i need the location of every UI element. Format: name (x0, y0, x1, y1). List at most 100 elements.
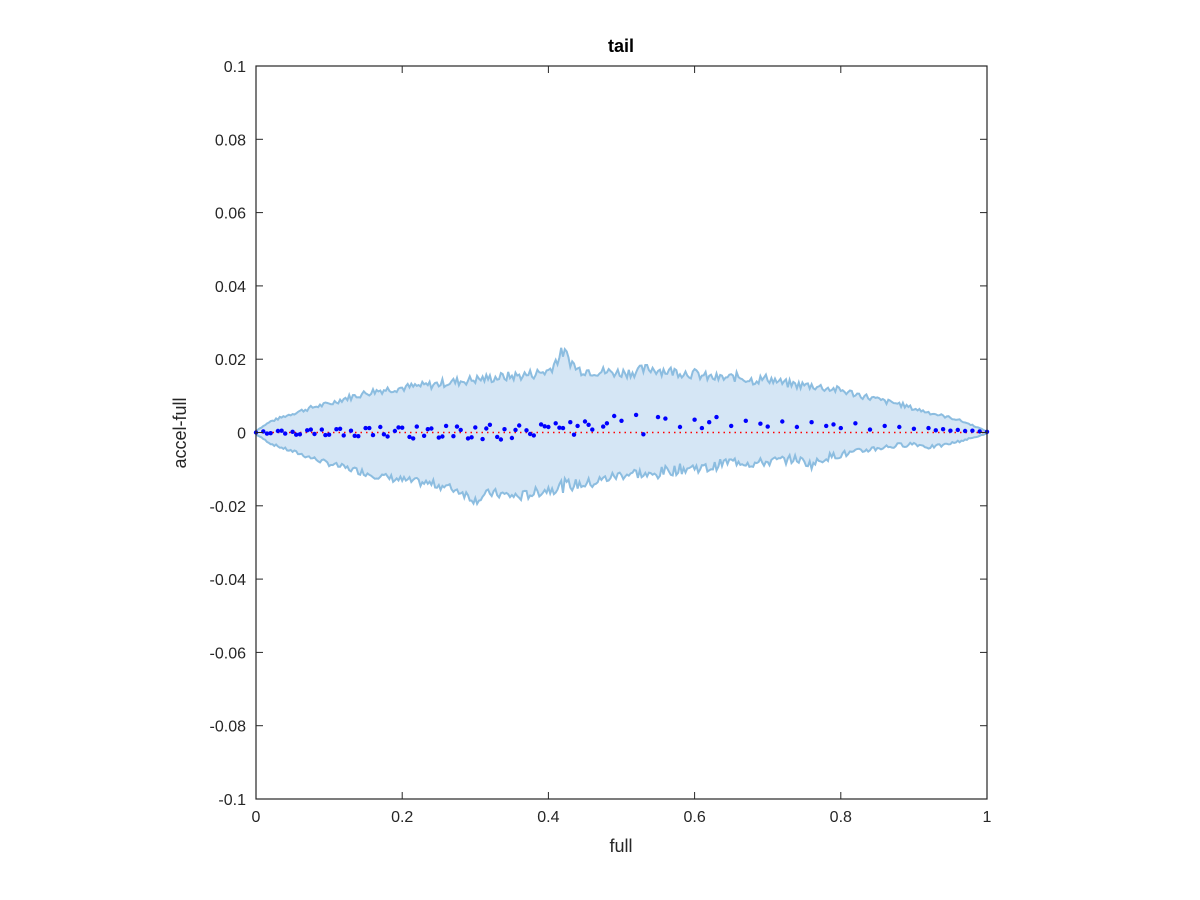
data-point (794, 424, 800, 430)
y-tick-label: 0.02 (215, 352, 246, 369)
data-point (473, 425, 478, 430)
y-tick-label: -0.06 (210, 645, 247, 662)
data-point (838, 425, 843, 431)
data-point (297, 432, 303, 437)
data-point (484, 426, 489, 431)
y-tick-label: -0.1 (218, 792, 246, 809)
data-point (425, 427, 430, 432)
confidence-band (255, 347, 988, 507)
y-axis-label: accel-full (170, 397, 190, 468)
data-point (699, 425, 705, 431)
data-point (509, 435, 515, 441)
y-tick-label: 0.06 (215, 206, 246, 223)
y-tick-label: -0.08 (210, 719, 247, 736)
x-axis-ticks: 0 0.2 0.4 0.6 0.8 1 (252, 66, 992, 826)
data-point (517, 423, 522, 428)
data-point (641, 432, 646, 437)
data-point (911, 426, 917, 431)
data-point (352, 433, 357, 438)
data-point (312, 431, 317, 437)
data-point (546, 424, 551, 430)
data-point (502, 427, 507, 432)
data-point (378, 424, 383, 430)
data-point (392, 428, 398, 434)
data-point (765, 424, 770, 429)
data-point (962, 428, 968, 434)
data-point (780, 419, 785, 424)
data-point (590, 427, 595, 432)
data-point (933, 428, 938, 433)
data-point (326, 432, 332, 437)
data-point (553, 421, 558, 426)
data-point (283, 431, 288, 436)
x-tick-label: 0.2 (391, 809, 413, 826)
data-point (970, 428, 975, 433)
data-point (568, 420, 573, 425)
y-tick-label: 0 (237, 426, 246, 443)
data-point (400, 425, 405, 430)
data-point (487, 422, 493, 427)
data-point (714, 414, 719, 420)
data-point (275, 428, 281, 434)
data-point (268, 431, 273, 436)
data-point (421, 433, 427, 438)
data-point (955, 427, 960, 433)
x-tick-label: 0.4 (537, 809, 559, 826)
data-point (436, 435, 441, 440)
data-point (480, 436, 485, 442)
band-lower-edge (255, 432, 988, 507)
data-point (465, 436, 471, 441)
data-point (531, 433, 536, 438)
data-point (940, 427, 946, 432)
data-point (663, 416, 668, 421)
scatter-points (253, 412, 990, 442)
data-point (443, 423, 449, 429)
data-point (454, 424, 460, 429)
data-point (560, 425, 566, 431)
x-tick-label: 1 (983, 809, 992, 826)
data-point (323, 432, 328, 438)
data-point (348, 428, 354, 433)
data-point (586, 422, 591, 427)
x-tick-label: 0.8 (830, 809, 852, 826)
data-point (692, 417, 697, 422)
data-point (337, 426, 343, 431)
data-point (633, 412, 639, 418)
data-point (495, 434, 500, 440)
data-point (524, 428, 529, 433)
data-point (604, 421, 610, 426)
data-point (575, 423, 580, 429)
data-point (729, 423, 734, 429)
x-tick-label: 0.6 (683, 809, 705, 826)
y-tick-label: 0.04 (215, 279, 246, 296)
data-point (334, 427, 339, 432)
data-point (385, 434, 390, 439)
data-point (440, 434, 445, 439)
data-point (897, 424, 902, 430)
data-point (370, 432, 376, 438)
data-point (882, 423, 887, 429)
data-point (582, 419, 588, 424)
data-point (264, 431, 270, 436)
y-tick-label: -0.04 (210, 572, 247, 589)
data-point (290, 429, 295, 434)
data-point (407, 434, 412, 440)
data-point (542, 424, 547, 429)
data-point (498, 437, 504, 442)
data-point (571, 432, 577, 437)
data-point (677, 424, 683, 430)
data-point (363, 425, 368, 431)
data-point (414, 424, 419, 429)
band-upper-edge (255, 347, 988, 433)
data-point (853, 421, 858, 426)
data-point (655, 414, 661, 420)
data-point (319, 427, 324, 432)
data-point (831, 422, 836, 427)
data-point (381, 432, 387, 437)
data-point (538, 422, 544, 427)
data-point (279, 428, 284, 433)
data-point (743, 418, 748, 423)
band-fill (256, 347, 987, 504)
data-point (396, 425, 401, 430)
y-axis-ticks: -0.1 -0.08 -0.06 -0.04 -0.02 0 0.02 0.04 0.06 0.0… (210, 59, 987, 809)
